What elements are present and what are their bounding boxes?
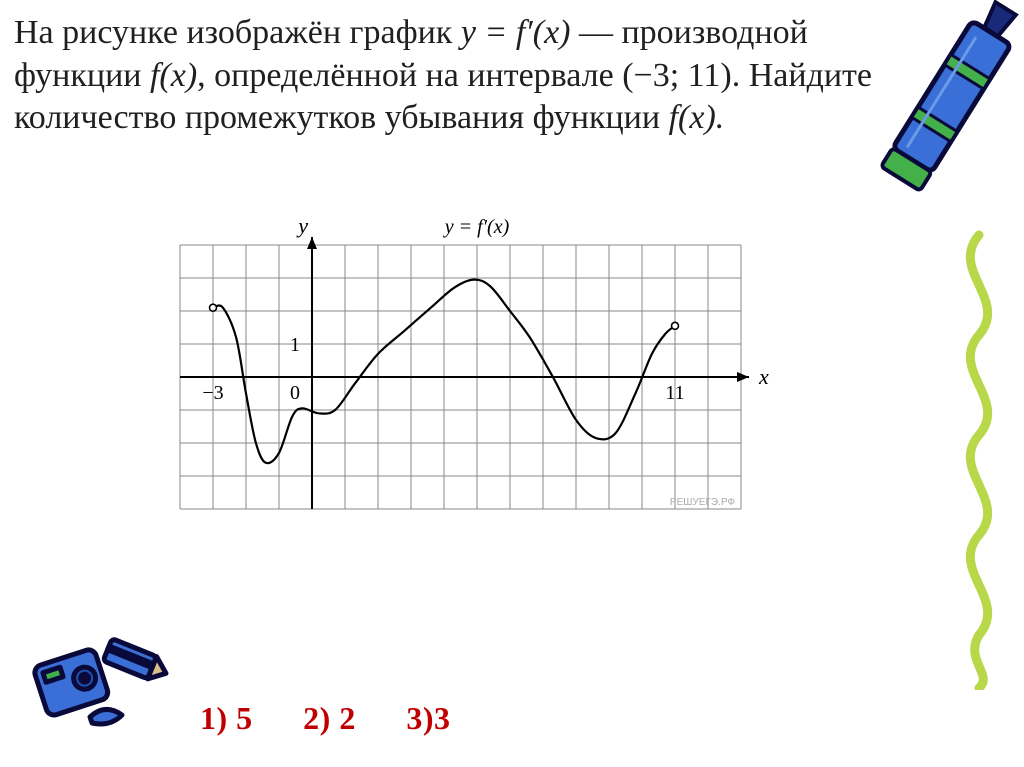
chart-svg: yxy = f′(x)−31110РЕШУЕГЭ.РФ bbox=[170, 215, 771, 529]
svg-text:0: 0 bbox=[290, 382, 300, 404]
answer-3: 3)3 bbox=[406, 700, 450, 736]
svg-text:1: 1 bbox=[290, 334, 300, 356]
svg-text:−3: −3 bbox=[202, 382, 223, 404]
svg-text:x: x bbox=[758, 364, 769, 389]
crayon-icon bbox=[859, 0, 1024, 225]
svg-text:y: y bbox=[296, 215, 308, 238]
problem-statement: На рисунке изображён график y = f′(x) — … bbox=[14, 12, 884, 140]
text-fx2: f(x). bbox=[669, 99, 725, 136]
text-eq: y = f′(x) bbox=[461, 14, 571, 51]
answer-1: 1) 5 bbox=[200, 700, 253, 736]
svg-text:РЕШУЕГЭ.РФ: РЕШУЕГЭ.РФ bbox=[670, 497, 735, 508]
answer-options: 1) 5 2) 2 3)3 bbox=[200, 700, 492, 737]
pencil-sharpener-icon bbox=[10, 605, 170, 755]
text-fx: f(x) bbox=[150, 57, 197, 94]
svg-text:y = f′(x): y = f′(x) bbox=[443, 216, 510, 238]
svg-text:11: 11 bbox=[665, 382, 684, 404]
text-seg: На рисунке изображён график bbox=[14, 14, 461, 51]
derivative-chart: yxy = f′(x)−31110РЕШУЕГЭ.РФ bbox=[170, 215, 770, 529]
answer-2: 2) 2 bbox=[303, 700, 356, 736]
squiggle-icon bbox=[944, 230, 1014, 690]
